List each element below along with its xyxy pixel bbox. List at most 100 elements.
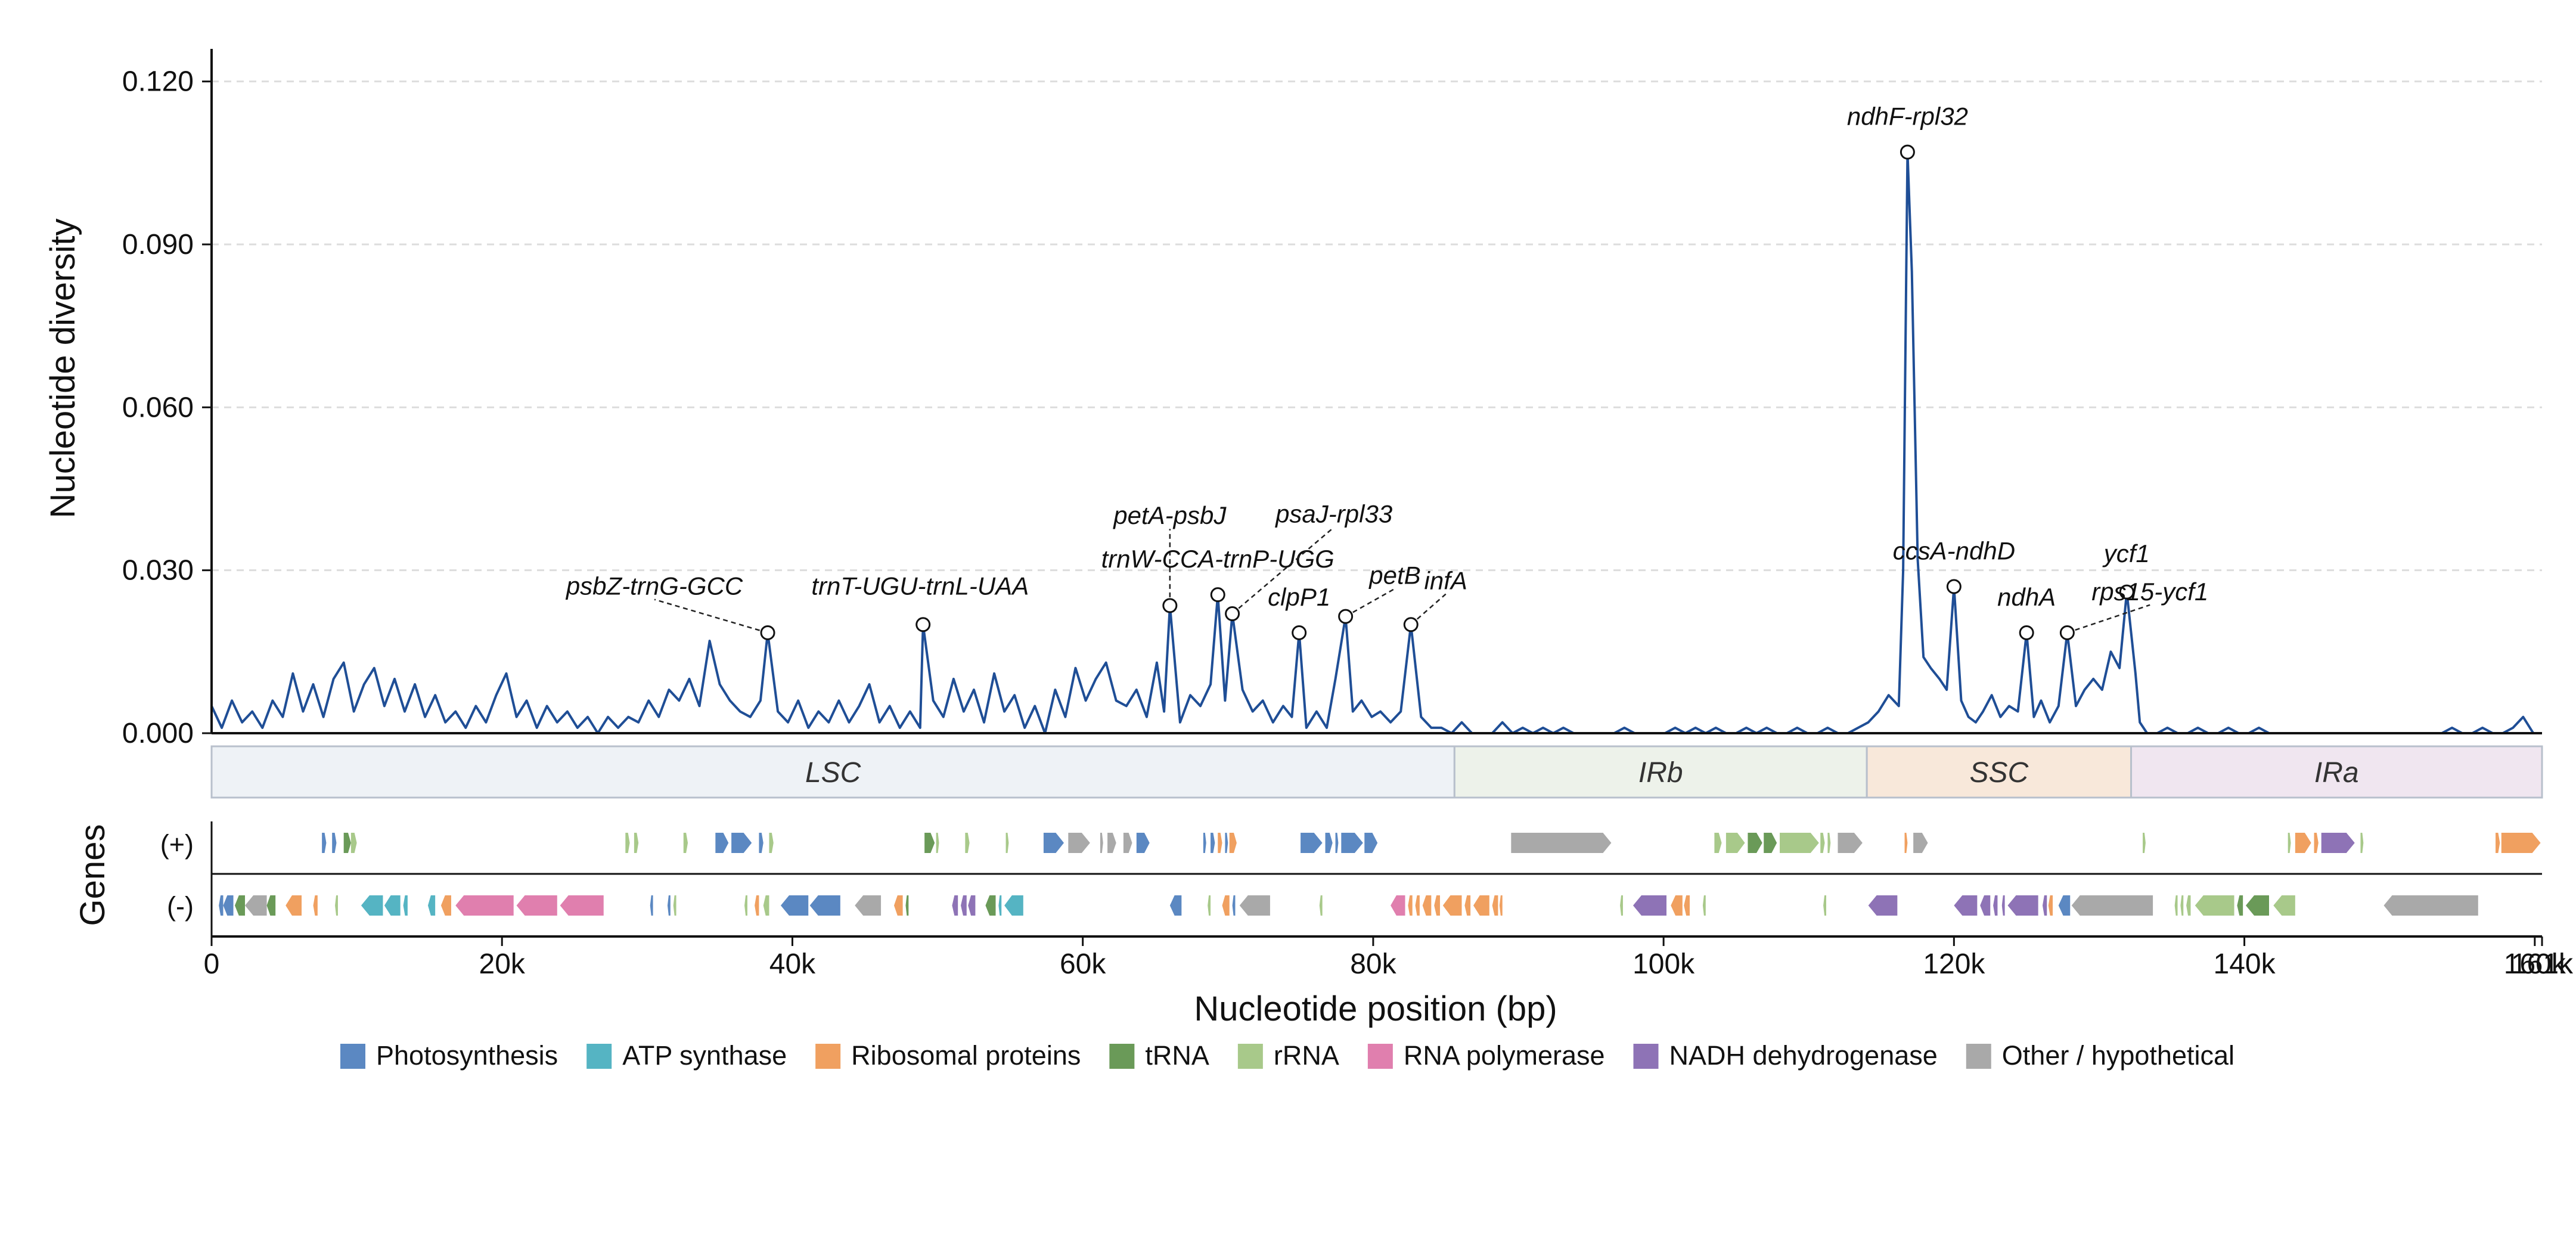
gene-arrow: [2174, 895, 2178, 916]
gene-arrow: [322, 833, 327, 853]
peak-label: ndhA: [1997, 583, 2056, 611]
gene-arrow: [1473, 895, 1489, 916]
peak-marker: [1292, 625, 1307, 640]
legend-label: Ribosomal proteins: [851, 1040, 1081, 1071]
gene-arrow: [2058, 895, 2071, 916]
peak-label: petA-psbJ: [1112, 501, 1227, 529]
gene-arrow: [2195, 895, 2234, 916]
gene-arrow: [780, 895, 809, 916]
gene-arrow: [1208, 895, 1211, 916]
peak-label: ycf1: [2102, 539, 2150, 567]
gene-arrow: [1442, 895, 1462, 916]
legend-swatch: [586, 1044, 612, 1069]
legend-swatch: [340, 1044, 365, 1069]
peak-marker: [760, 625, 775, 640]
gene-arrow: [650, 895, 653, 916]
gene-arrow: [1169, 895, 1182, 916]
peak-label: clpP1: [1268, 583, 1330, 611]
gene-arrow: [1820, 833, 1825, 853]
gene-arrow: [985, 895, 996, 916]
x-tick-label: 100k: [1632, 948, 1695, 980]
gene-arrow: [2042, 895, 2047, 916]
region-lsc: [210, 745, 1455, 799]
gene-arrow: [1764, 833, 1777, 853]
gene-arrow: [667, 895, 671, 916]
gene-arrow: [1714, 833, 1722, 853]
gene-arrow: [1391, 895, 1405, 916]
grid-lines: [212, 80, 2542, 572]
gene-arrow: [1702, 895, 1706, 916]
gene-arrow: [343, 833, 351, 853]
gene-arrow: [2314, 833, 2319, 853]
gene-arrow: [1954, 895, 1978, 916]
peak-label: psaJ-rpl33: [1274, 500, 1392, 528]
genes-track-label: Genes: [73, 824, 112, 926]
x-tick-label: 161k: [2511, 948, 2574, 980]
gene-arrow: [1823, 895, 1826, 916]
gene-arrow: [1632, 895, 1667, 916]
gene-arrow: [1004, 895, 1023, 916]
legend-swatch: [1367, 1044, 1393, 1069]
gene-arrow: [998, 895, 1002, 916]
gene-arrow: [2237, 895, 2243, 916]
leader-line: [1345, 588, 1396, 618]
gene-arrow: [1364, 833, 1378, 853]
gene-arrow: [893, 895, 903, 916]
leader-line: [2066, 604, 2150, 634]
gene-arrow: [1434, 895, 1440, 916]
peak-marker: [1338, 609, 1354, 624]
axes: 0.000 0.030 0.060 0.090 0.120 0 20k 40k 60k 80k 10…: [122, 49, 2574, 980]
gene-arrow: [1620, 895, 1623, 916]
peak-marker: [2119, 584, 2134, 600]
gene-arrow: [905, 895, 909, 916]
gene-arrow: [1422, 895, 1432, 916]
gene-arrow: [332, 833, 337, 853]
region-label: SSC: [1970, 757, 2029, 789]
gene-arrow: [560, 895, 604, 916]
gene-arrow: [715, 833, 729, 853]
gene-arrow: [968, 895, 976, 916]
peak-label: infA: [1424, 567, 1467, 595]
gene-arrow: [350, 833, 357, 853]
gene-arrow: [234, 895, 246, 916]
peak-label: psbZ-trnG-GCC: [565, 572, 743, 600]
gene-arrow: [1136, 833, 1150, 853]
peak-marker: [1946, 579, 1962, 594]
legend-swatch: [1109, 1044, 1135, 1069]
annotated-peaks: psbZ-trnG-GCC trnT-UGU-trnL-UAA petA-psbJ t…: [565, 103, 2208, 640]
peak-marker: [2019, 625, 2034, 640]
gene-arrow: [266, 895, 276, 916]
gene-arrow: [809, 895, 840, 916]
gene-arrow: [1335, 833, 1339, 853]
gene-arrow: [516, 895, 557, 916]
gene-arrow: [1123, 833, 1132, 853]
gene-arrow: [1043, 833, 1064, 853]
gene-arrow: [936, 833, 939, 853]
gene-arrow: [1492, 895, 1498, 916]
gene-arrow: [2186, 895, 2191, 916]
peak-label: trnT-UGU-trnL-UAA: [811, 572, 1029, 600]
gene-arrow: [403, 895, 408, 916]
strand-plus-label: (+): [160, 829, 194, 860]
gene-arrow: [1671, 895, 1683, 916]
gene-arrow: [1222, 895, 1230, 916]
gene-arrow: [759, 833, 764, 853]
x-axis-label: Nucleotide position (bp): [1194, 990, 1557, 1028]
gene-arrow: [2180, 895, 2184, 916]
gene-arrow: [1408, 895, 1413, 916]
legend-swatch: [1633, 1044, 1659, 1069]
region-label: IRb: [1638, 757, 1683, 789]
gene-arrow: [1868, 895, 1898, 916]
legend-swatch: [815, 1044, 841, 1069]
gene-arrow: [1993, 895, 1998, 916]
gene-arrow: [1211, 833, 1215, 853]
gene-arrow: [2383, 895, 2478, 916]
gene-arrow: [1325, 833, 1333, 853]
peak-marker: [1900, 144, 1915, 160]
gene-arrow: [2295, 833, 2311, 853]
peak-label: ccsA-ndhD: [1893, 536, 2015, 565]
x-tick-label: 0: [204, 948, 220, 980]
gene-arrow: [223, 895, 234, 916]
gene-arrow: [1229, 833, 1237, 853]
peak-label: petB: [1368, 561, 1420, 589]
